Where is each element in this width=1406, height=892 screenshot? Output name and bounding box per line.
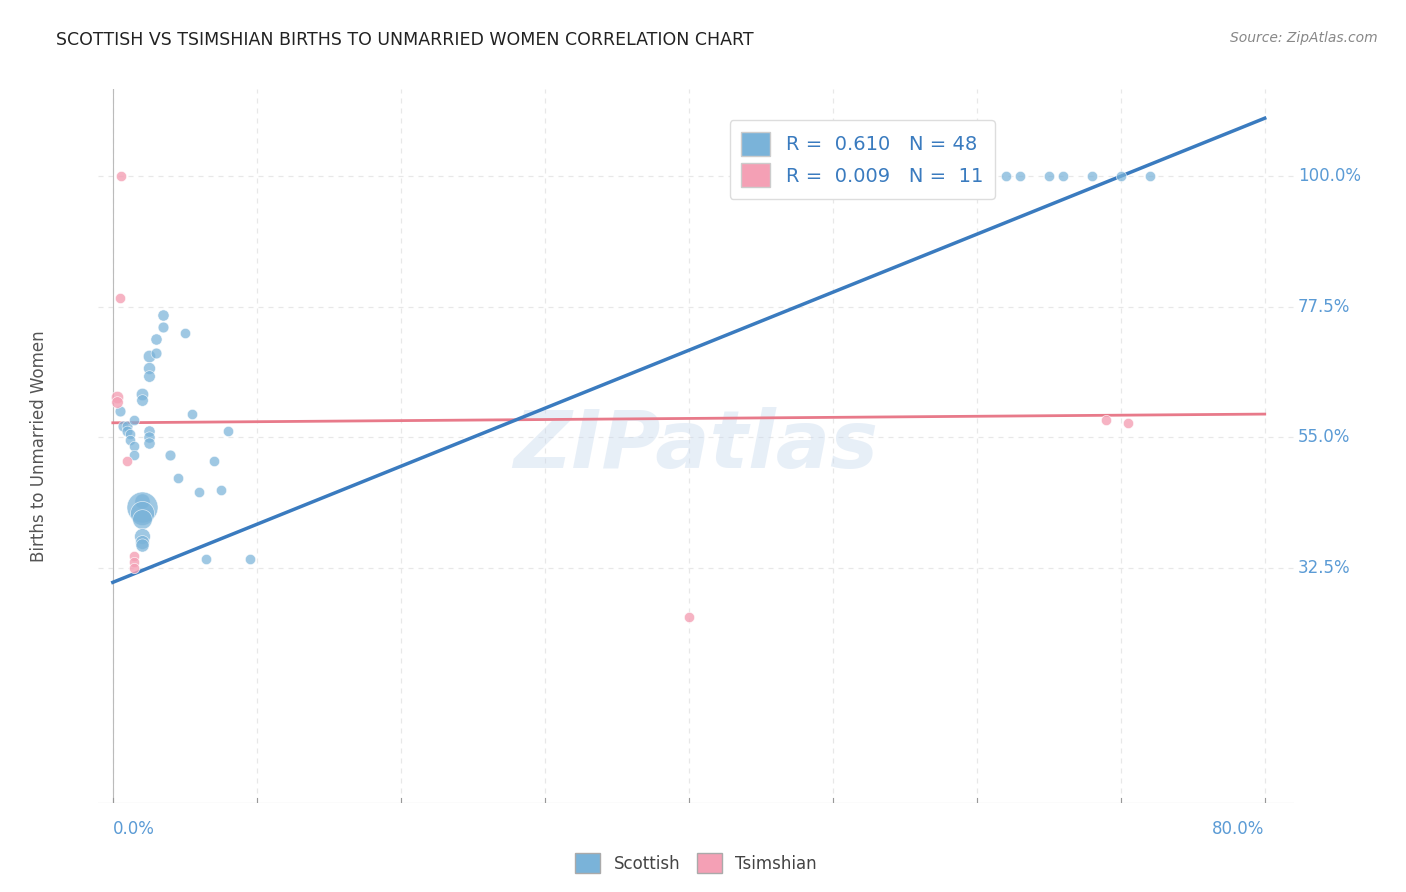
Text: Source: ZipAtlas.com: Source: ZipAtlas.com xyxy=(1230,31,1378,45)
Point xyxy=(131,538,153,552)
Point xyxy=(152,320,174,334)
Point xyxy=(131,534,153,549)
Legend: Scottish, Tsimshian: Scottish, Tsimshian xyxy=(568,847,824,880)
Point xyxy=(1008,169,1031,184)
Point xyxy=(1038,169,1060,184)
Point xyxy=(202,453,225,467)
Point xyxy=(131,500,153,514)
Point xyxy=(152,309,174,323)
Point xyxy=(821,169,844,184)
Point xyxy=(131,386,153,401)
Point xyxy=(138,436,160,450)
Point xyxy=(1095,413,1118,427)
Point xyxy=(1139,169,1161,184)
Point xyxy=(209,483,232,497)
Point xyxy=(195,552,218,566)
Point xyxy=(138,369,160,384)
Point xyxy=(124,413,146,427)
Point xyxy=(115,418,138,433)
Point xyxy=(131,494,153,508)
Point xyxy=(115,425,138,439)
Point xyxy=(124,561,146,575)
Point xyxy=(124,549,146,564)
Point xyxy=(105,395,128,409)
Point xyxy=(1109,169,1132,184)
Point xyxy=(138,425,160,439)
Point xyxy=(120,433,142,447)
Point xyxy=(138,360,160,375)
Text: SCOTTISH VS TSIMSHIAN BIRTHS TO UNMARRIED WOMEN CORRELATION CHART: SCOTTISH VS TSIMSHIAN BIRTHS TO UNMARRIE… xyxy=(56,31,754,49)
Point xyxy=(124,439,146,453)
Point xyxy=(188,485,211,500)
Point xyxy=(110,169,132,184)
Point xyxy=(1052,169,1074,184)
Point xyxy=(131,529,153,543)
Text: 80.0%: 80.0% xyxy=(1212,821,1265,838)
Text: 55.0%: 55.0% xyxy=(1298,428,1350,446)
Point xyxy=(678,610,700,624)
Point xyxy=(120,427,142,442)
Point xyxy=(166,471,188,485)
Text: 0.0%: 0.0% xyxy=(112,821,155,838)
Point xyxy=(966,169,988,184)
Point xyxy=(105,390,128,404)
Point xyxy=(131,506,153,520)
Point xyxy=(138,349,160,363)
Point xyxy=(108,291,131,305)
Point xyxy=(173,326,195,340)
Point xyxy=(1116,416,1139,430)
Point xyxy=(111,418,134,433)
Point xyxy=(131,392,153,407)
Point xyxy=(124,448,146,462)
Point xyxy=(138,430,160,444)
Text: 77.5%: 77.5% xyxy=(1298,298,1350,316)
Point xyxy=(115,453,138,467)
Point xyxy=(1081,169,1104,184)
Point xyxy=(893,169,915,184)
Text: Births to Unmarried Women: Births to Unmarried Women xyxy=(30,330,48,562)
Point xyxy=(145,346,167,360)
Point xyxy=(994,169,1017,184)
Text: 100.0%: 100.0% xyxy=(1298,167,1361,186)
Point xyxy=(239,552,262,566)
Point xyxy=(181,407,204,421)
Point xyxy=(217,425,239,439)
Point xyxy=(124,555,146,569)
Point xyxy=(159,448,181,462)
Text: ZIPatlas: ZIPatlas xyxy=(513,407,879,485)
Point xyxy=(145,332,167,346)
Point xyxy=(131,511,153,525)
Point xyxy=(108,404,131,418)
Text: 32.5%: 32.5% xyxy=(1298,558,1351,577)
